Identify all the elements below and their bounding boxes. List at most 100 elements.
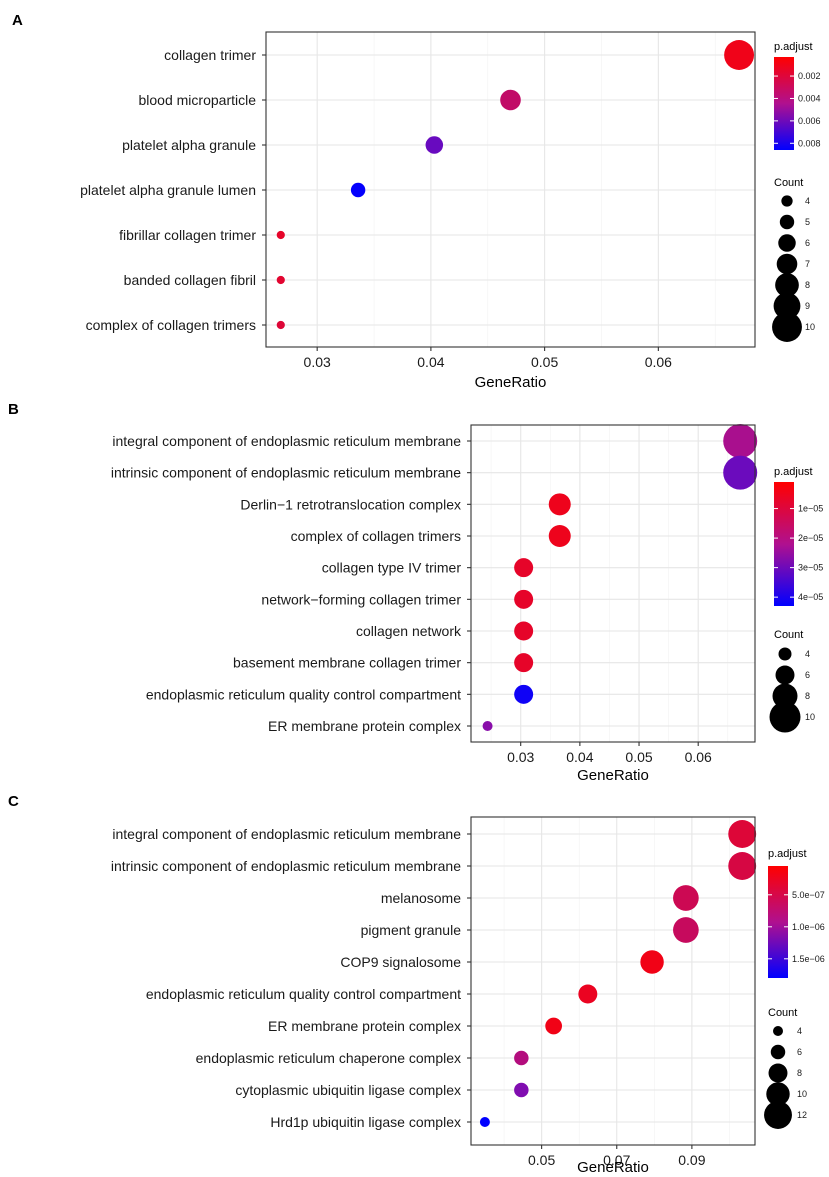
size-legend-label: 9 [805,301,810,311]
category-label: endoplasmic reticulum quality control co… [146,686,461,702]
data-point [514,558,534,578]
category-label: blood microparticle [139,92,257,108]
category-label: intrinsic component of endoplasmic retic… [111,465,461,481]
data-point [479,1117,490,1127]
category-label: complex of collagen trimers [291,528,461,544]
size-legend-label: 6 [805,238,810,248]
size-legend-label: 4 [805,649,810,659]
size-legend-label: 6 [805,670,810,680]
color-bar [774,57,794,150]
category-label: banded collagen fibril [124,272,256,288]
size-legend-label: 5 [805,217,810,227]
size-legend-dot [775,665,795,685]
color-legend-label: 0.004 [798,93,821,103]
data-point [673,885,699,911]
color-legend-label: 0.008 [798,138,821,148]
size-legend-dot [772,683,798,709]
x-tick-label: 0.04 [566,749,593,765]
size-legend-dot [781,195,793,207]
data-point [728,852,757,880]
color-bar [768,866,788,978]
data-point [723,424,758,458]
x-tick-label: 0.07 [603,1152,630,1168]
data-point [548,525,571,547]
category-label: platelet alpha granule lumen [80,182,256,198]
size-legend-label: 10 [805,322,815,332]
category-label: Hrd1p ubiquitin ligase complex [270,1114,461,1130]
panel-letter: A [12,12,23,29]
color-legend-label: 1e−05 [798,504,823,514]
plot-frame [470,816,756,1146]
plot-frame [265,31,756,348]
size-legend-label: 8 [805,280,810,290]
size-legend-dot [773,292,801,320]
category-label: basement membrane collagen trimer [233,655,461,671]
category-label: complex of collagen trimers [86,317,256,333]
size-legend-label: 10 [797,1089,807,1099]
color-legend-label: 5.0e−07 [792,890,825,900]
x-tick-label: 0.09 [678,1152,705,1168]
size-legend-dot [764,1101,792,1129]
color-legend-title: p.adjust [774,466,813,478]
data-point [514,589,534,609]
category-label: platelet alpha granule [122,137,256,153]
color-legend-label: 2e−05 [798,533,823,543]
size-legend-label: 6 [797,1047,802,1057]
size-legend-dot [776,253,798,275]
color-legend-label: 4e−05 [798,592,823,602]
size-legend-label: 7 [805,259,810,269]
category-label: pigment granule [361,922,462,938]
data-point [514,1050,529,1066]
data-point [425,136,444,154]
size-legend-dot [766,1082,790,1106]
x-tick-label: 0.06 [645,354,672,370]
panel-letter: C [8,793,19,810]
size-legend-dot [769,701,801,733]
color-legend-label: 3e−05 [798,563,823,573]
data-point [723,455,758,490]
size-legend-label: 10 [805,712,815,722]
data-point [548,493,571,516]
data-point [514,653,534,673]
size-legend-dot [778,647,792,661]
plot-frame [470,424,756,743]
size-legend-label: 12 [797,1110,807,1120]
data-point [482,721,493,731]
size-legend-title: Count [774,177,803,189]
x-tick-label: 0.03 [507,749,534,765]
category-label: COP9 signalosome [340,954,461,970]
size-legend-label: 8 [805,691,810,701]
category-label: integral component of endoplasmic reticu… [112,826,461,842]
category-label: ER membrane protein complex [268,718,461,734]
size-legend-title: Count [768,1007,797,1019]
data-point [276,230,285,240]
x-tick-label: 0.05 [528,1152,555,1168]
x-axis-title: GeneRatio [577,767,649,784]
data-point [514,1082,529,1098]
category-label: cytoplasmic ubiquitin ligase complex [235,1082,461,1098]
size-legend-dot [768,1063,788,1083]
x-axis-title: GeneRatio [577,1159,649,1176]
data-point [578,984,598,1004]
color-legend-label: 0.006 [798,116,821,126]
category-label: intrinsic component of endoplasmic retic… [111,858,461,874]
category-label: integral component of endoplasmic reticu… [112,433,461,449]
category-label: endoplasmic reticulum quality control co… [146,986,461,1002]
size-legend-dot [772,312,802,342]
panel-letter: B [8,401,19,418]
data-point [514,621,534,641]
category-label: ER membrane protein complex [268,1018,461,1034]
color-bar [774,482,794,606]
x-tick-label: 0.05 [531,354,558,370]
size-legend-dot [778,234,796,252]
category-label: melanosome [381,890,461,906]
size-legend-dot [779,214,795,230]
x-tick-label: 0.03 [304,354,331,370]
size-legend-label: 4 [797,1026,802,1036]
data-point [276,320,285,330]
data-point [514,684,534,704]
data-point [728,820,757,848]
color-legend-label: 0.002 [798,71,821,81]
category-label: collagen network [356,623,462,639]
